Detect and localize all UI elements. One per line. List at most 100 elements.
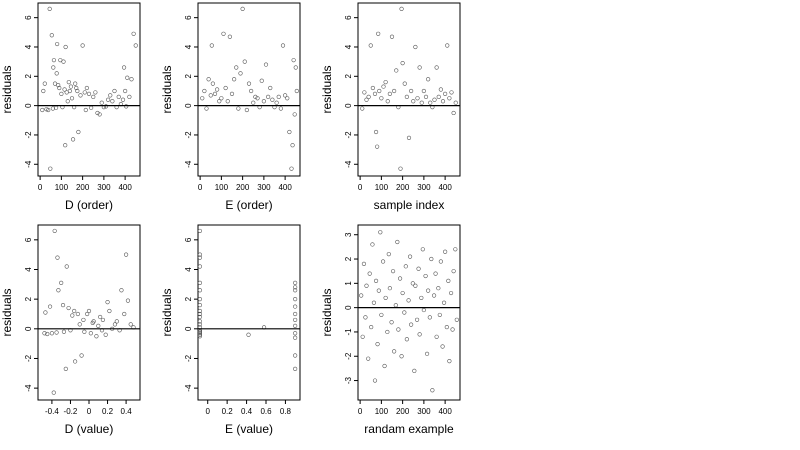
data-point	[404, 337, 409, 342]
data-point	[128, 322, 133, 327]
data-point	[197, 280, 203, 285]
y-tick-label: -2	[344, 131, 353, 139]
data-point	[108, 93, 113, 98]
data-point	[81, 317, 86, 323]
data-point	[82, 90, 87, 95]
data-point	[68, 84, 74, 89]
data-point	[217, 99, 222, 104]
y-tick-label: 0	[184, 103, 193, 108]
data-point	[372, 378, 378, 383]
y-tick-label: 6	[24, 237, 33, 242]
data-point	[106, 97, 111, 102]
data-point	[293, 65, 298, 70]
data-point	[447, 359, 452, 364]
data-point	[373, 278, 379, 284]
data-point	[392, 349, 397, 354]
data-point	[263, 62, 269, 67]
data-point	[363, 315, 368, 320]
data-point	[232, 77, 237, 82]
data-point	[376, 31, 381, 36]
data-point	[236, 106, 241, 111]
data-point	[268, 85, 273, 91]
x-axis-label: D (value)	[65, 422, 114, 436]
data-point	[415, 96, 420, 101]
data-point	[197, 264, 203, 269]
data-point	[100, 317, 106, 323]
data-point	[379, 96, 384, 101]
data-point	[419, 100, 424, 105]
x-tick-label: 100	[375, 407, 389, 416]
data-point	[197, 329, 203, 334]
data-point	[212, 91, 218, 96]
data-point	[197, 314, 203, 320]
data-point	[290, 143, 295, 148]
y-axis-label: residuals	[0, 288, 14, 336]
data-point	[83, 107, 88, 113]
data-point	[426, 77, 431, 82]
data-point	[202, 88, 207, 94]
data-point	[406, 135, 412, 140]
data-point	[451, 269, 456, 274]
x-tick-label: 0	[205, 407, 210, 416]
data-point	[197, 332, 203, 337]
data-point	[66, 305, 71, 311]
data-point	[409, 322, 414, 327]
data-point	[255, 96, 260, 101]
y-axis-label: residuals	[320, 288, 334, 336]
data-point	[293, 288, 298, 293]
data-point	[430, 388, 435, 393]
panel-4: -0.4 -0.2 0 0.2 0.4 -4 -2 0 2 4 6 D (value) residual…	[0, 224, 141, 436]
data-point	[94, 334, 99, 339]
data-point	[417, 65, 422, 70]
data-point	[197, 334, 203, 339]
data-point	[390, 269, 396, 274]
y-tick-label: 0	[344, 305, 353, 310]
data-point	[123, 88, 128, 94]
data-point	[85, 311, 90, 317]
data-point	[396, 327, 401, 332]
data-point	[375, 341, 380, 347]
data-point	[49, 331, 55, 336]
data-point	[399, 354, 404, 359]
data-point	[48, 166, 53, 171]
data-point	[238, 71, 243, 76]
y-tick-label: -4	[24, 384, 33, 392]
x-tick-label: 300	[97, 183, 111, 192]
plot-frame	[357, 224, 461, 401]
data-point	[121, 65, 127, 70]
data-point	[244, 107, 249, 113]
panel-6: 0 100 200 300 400 -3 -2 -1 0 1 2 3 randam example res…	[320, 224, 461, 436]
data-point	[114, 319, 119, 324]
y-tick-label: 6	[184, 237, 193, 242]
x-tick-label: 200	[396, 407, 410, 416]
data-point	[409, 88, 414, 94]
data-point	[387, 91, 392, 96]
data-point	[434, 65, 439, 70]
x-tick-label: 0	[358, 407, 363, 416]
data-point	[74, 85, 79, 91]
data-point	[381, 84, 386, 89]
data-point	[223, 85, 228, 91]
y-tick-label: -2	[184, 354, 193, 362]
data-point	[291, 58, 296, 63]
data-point	[394, 68, 399, 73]
data-point	[107, 308, 112, 314]
data-point	[389, 34, 395, 39]
data-point	[210, 81, 215, 86]
data-point	[448, 290, 454, 296]
data-point	[97, 112, 102, 117]
data-point	[80, 43, 85, 48]
data-point	[119, 288, 124, 293]
y-tick-label: 0	[344, 103, 353, 108]
data-point	[42, 331, 47, 336]
x-axis-label: D (order)	[65, 198, 113, 212]
data-point	[95, 110, 100, 116]
data-point	[197, 255, 203, 260]
data-point	[215, 87, 220, 92]
data-point	[227, 34, 232, 39]
data-point	[54, 330, 59, 335]
data-point	[411, 99, 416, 104]
data-point	[431, 293, 437, 298]
data-point	[62, 87, 67, 92]
data-point	[45, 331, 50, 337]
